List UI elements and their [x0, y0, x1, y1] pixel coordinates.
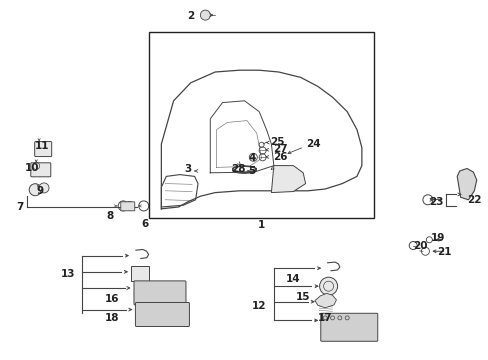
Circle shape	[200, 10, 210, 20]
Text: 4: 4	[247, 153, 255, 163]
Text: 19: 19	[429, 233, 444, 243]
Text: 27: 27	[272, 144, 287, 154]
Text: 6: 6	[141, 219, 148, 229]
Polygon shape	[271, 166, 305, 193]
Text: 17: 17	[317, 312, 332, 323]
Text: 9: 9	[37, 186, 43, 196]
Text: 16: 16	[105, 294, 120, 304]
Text: 12: 12	[251, 301, 266, 311]
Text: 28: 28	[231, 164, 245, 174]
Polygon shape	[314, 293, 336, 308]
Text: 3: 3	[184, 164, 191, 174]
FancyBboxPatch shape	[320, 313, 377, 341]
FancyBboxPatch shape	[134, 281, 185, 305]
Text: 25: 25	[269, 137, 284, 147]
FancyBboxPatch shape	[135, 302, 189, 327]
Text: 7: 7	[16, 202, 23, 212]
Text: 18: 18	[105, 312, 120, 323]
Text: 23: 23	[428, 197, 443, 207]
Text: 5: 5	[248, 166, 255, 176]
Text: 11: 11	[34, 141, 49, 151]
Text: 26: 26	[272, 152, 287, 162]
FancyBboxPatch shape	[131, 266, 149, 281]
Text: 20: 20	[412, 240, 427, 251]
Text: 21: 21	[436, 247, 450, 257]
Text: 15: 15	[295, 292, 310, 302]
Text: 14: 14	[285, 274, 300, 284]
Text: 13: 13	[61, 269, 76, 279]
Circle shape	[319, 277, 337, 295]
Circle shape	[29, 184, 41, 196]
Polygon shape	[456, 168, 476, 200]
Text: 1: 1	[258, 220, 264, 230]
Text: 10: 10	[24, 163, 39, 174]
FancyBboxPatch shape	[121, 202, 135, 211]
Bar	[149, 32, 373, 218]
Text: 24: 24	[305, 139, 320, 149]
Text: 2: 2	[187, 11, 194, 21]
FancyBboxPatch shape	[35, 141, 52, 157]
Text: 22: 22	[466, 195, 481, 205]
Circle shape	[39, 183, 49, 193]
Text: 8: 8	[106, 211, 113, 221]
FancyBboxPatch shape	[31, 163, 51, 177]
